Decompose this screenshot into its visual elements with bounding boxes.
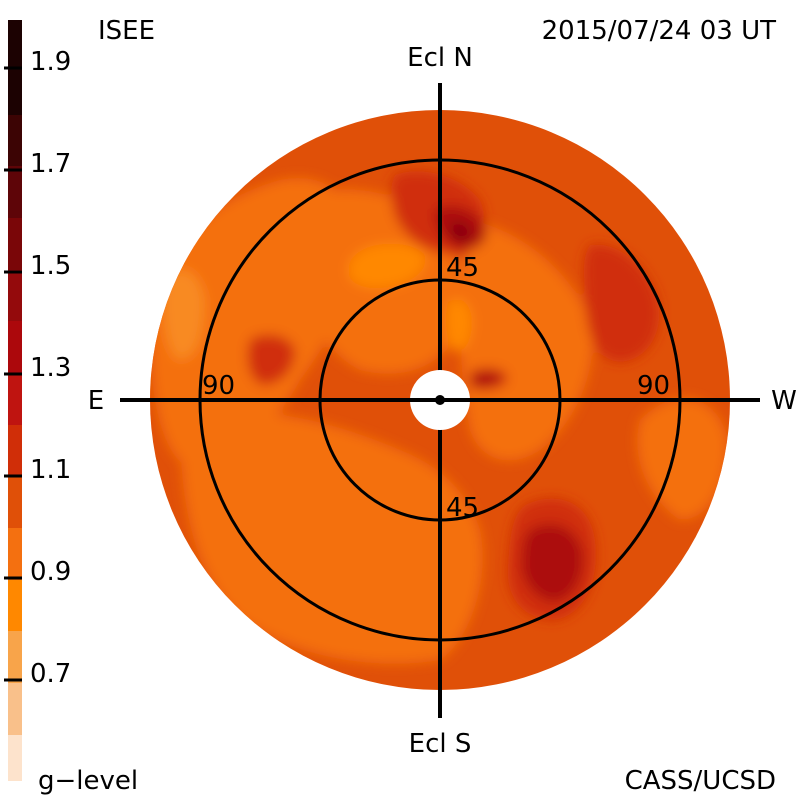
colorbar-band-1.6 [8,218,22,270]
credit-label: CASS/UCSD [624,766,776,796]
ring-label-45-top: 45 [446,253,479,283]
colorbar-band-1.7 [8,166,22,218]
direction-north-label: Ecl N [407,43,473,73]
colorbar-band-1.5 [8,270,22,321]
colorbar-label-1.5: 1.5 [30,251,71,281]
colorbar-label-1.9: 1.9 [30,47,71,77]
colorbar-band-0.8 [8,631,22,683]
colorbar-label-0.7: 0.7 [30,659,71,689]
colorbar-label-1.1: 1.1 [30,455,71,485]
colorbar: 1.9 1.7 1.5 1.3 1.1 0.9 0.7 [4,20,71,781]
direction-west-label: W [771,386,797,416]
direction-east-label: E [88,386,104,416]
ring-label-90-left: 90 [202,371,235,401]
timestamp-label: 2015/07/24 03 UT [541,16,776,46]
colorbar-band-1.1 [8,476,22,528]
colorbar-label-1.3: 1.3 [30,353,71,383]
colorbar-band-0.9 [8,580,22,631]
colorbar-band-1.8 [8,115,22,166]
colorbar-band-1.4 [8,321,22,373]
colorbar-label-1.7: 1.7 [30,149,71,179]
colorbar-band-0.6 [8,735,22,781]
sky-map: Ecl N Ecl S E W 45 45 90 90 [88,43,797,759]
colorbar-title: g−level [38,766,139,796]
institution-label: ISEE [98,16,156,46]
colorbar-band-0.7 [8,683,22,735]
colorbar-band-1.0 [8,528,22,580]
ring-label-45-bottom: 45 [446,493,479,523]
colorbar-band-1.3 [8,373,22,425]
direction-south-label: Ecl S [409,729,472,759]
colorbar-band-1.2 [8,425,22,476]
ring-label-90-right: 90 [637,371,670,401]
colorbar-label-0.9: 0.9 [30,557,71,587]
